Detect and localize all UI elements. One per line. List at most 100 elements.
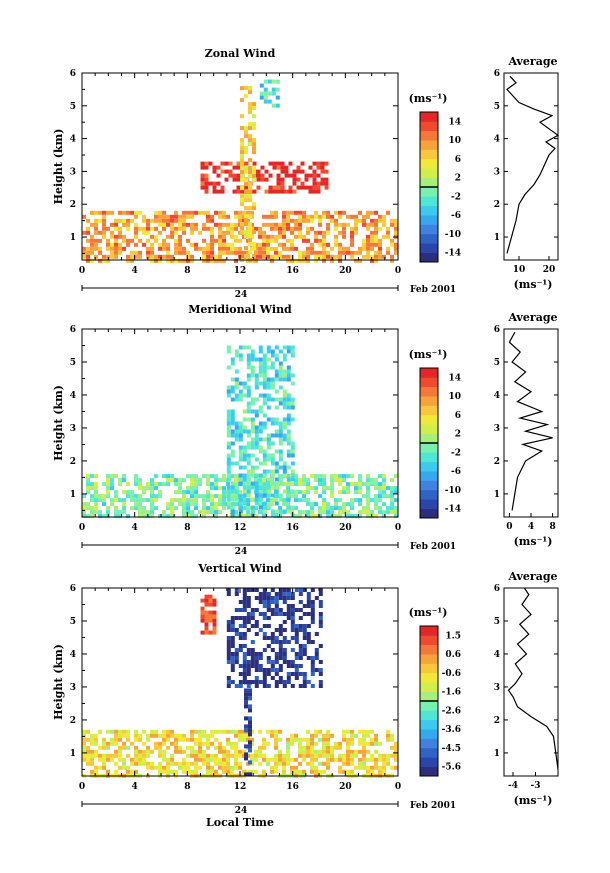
heatmap-cell (178, 222, 182, 227)
heatmap-cell (194, 753, 198, 758)
heatmap-cell (310, 664, 315, 668)
heatmap-cell (314, 234, 318, 239)
heatmap-cell (270, 733, 274, 738)
heatmap-cell (306, 254, 310, 259)
heatmap-cell (94, 494, 98, 499)
heatmap-cell (266, 608, 271, 612)
heatmap-cell (310, 506, 314, 511)
x-tick-label: 4 (132, 782, 138, 792)
heatmap-cell (354, 733, 358, 738)
heatmap-cell (206, 254, 210, 259)
heatmap-cell (202, 514, 206, 519)
heatmap-cell (270, 469, 275, 474)
heatmap-cell (266, 498, 270, 503)
heatmap-cell (346, 741, 350, 746)
heatmap-cell (242, 210, 246, 215)
heatmap-cell (246, 345, 251, 350)
heatmap-cell (263, 95, 268, 100)
heatmap-cell (110, 222, 114, 227)
heatmap-cell (248, 226, 252, 231)
heatmap-cell (90, 506, 94, 511)
heatmap-cell (254, 676, 259, 680)
heatmap-cell (182, 737, 186, 742)
heatmap-cell (290, 405, 295, 410)
heatmap-cell (278, 596, 283, 600)
heatmap-cell (262, 449, 267, 454)
heatmap-cell (306, 656, 311, 660)
colorbar-swatch (420, 168, 438, 178)
heatmap-cell (370, 242, 374, 247)
heatmap-cell (278, 656, 283, 660)
heatmap-cell (394, 745, 398, 750)
heatmap-cell (232, 165, 237, 170)
heatmap-cell (318, 222, 322, 227)
heatmap-cell (250, 357, 255, 362)
heatmap-cell (306, 592, 311, 596)
heatmap-cell (290, 210, 294, 215)
heatmap-cell (226, 644, 231, 648)
heatmap-cell (146, 510, 150, 515)
heatmap-cell (274, 429, 279, 434)
heatmap-cell (122, 498, 126, 503)
heatmap-cell (202, 210, 206, 215)
heatmap-cell (300, 169, 305, 174)
heatmap-cell (370, 510, 374, 515)
heatmap-cell (290, 453, 295, 458)
heatmap-cell (294, 482, 298, 487)
heatmap-cell (262, 757, 266, 762)
heatmap-cell (182, 510, 186, 515)
heatmap-cell (290, 592, 295, 596)
heatmap-cell (258, 497, 263, 502)
heatmap-cell (282, 636, 287, 640)
heatmap-cell (278, 433, 283, 438)
heatmap-cell (230, 505, 235, 510)
heatmap-cell (252, 202, 256, 207)
heatmap-cell (248, 748, 252, 753)
heatmap-cell (318, 588, 323, 592)
heatmap-cell (270, 457, 275, 462)
heatmap-cell (262, 421, 267, 426)
y-tick-label: 4 (70, 391, 76, 401)
heatmap-cell (182, 757, 186, 762)
heatmap-cell (90, 246, 94, 251)
heatmap-cell (98, 494, 102, 499)
heatmap-cell (146, 254, 150, 259)
heatmap-cell (202, 741, 206, 746)
heatmap-cell (158, 514, 162, 519)
heatmap-cell (266, 214, 270, 219)
heatmap-cell (190, 474, 194, 479)
y-tick-label: 1 (70, 233, 76, 243)
heatmap-cell (288, 173, 293, 178)
heatmap-cell (230, 474, 234, 479)
heatmap-cell (250, 401, 255, 406)
heatmap-cell (282, 226, 286, 231)
heatmap-cell (266, 493, 271, 498)
heatmap-cell (138, 737, 142, 742)
heatmap-cell (178, 478, 182, 483)
heatmap-cell (234, 588, 239, 592)
heatmap-cell (266, 644, 271, 648)
heatmap-cell (258, 652, 263, 656)
heatmap-cell (206, 494, 210, 499)
heatmap-cell (126, 226, 130, 231)
heatmap-cell (194, 242, 198, 247)
heatmap-cell (194, 757, 198, 762)
heatmap-cell (250, 680, 255, 684)
heatmap-cell (278, 373, 283, 378)
heatmap-cell (278, 477, 283, 482)
heatmap-cell (238, 477, 243, 482)
heatmap-cell (106, 506, 110, 511)
heatmap-cell (82, 250, 86, 255)
heatmap-cell (314, 250, 318, 255)
heatmap-cell (134, 757, 138, 762)
heatmap-cell (134, 234, 138, 239)
heatmap-cell (342, 737, 346, 742)
heatmap-cell (274, 652, 279, 656)
heatmap-cell (310, 502, 314, 507)
heatmap-cell (308, 185, 313, 190)
heatmap-cell (274, 485, 279, 490)
heatmap-cell (262, 493, 267, 498)
heatmap-cell (302, 498, 306, 503)
heatmap-cell (394, 514, 398, 519)
heatmap-cell (230, 429, 235, 434)
